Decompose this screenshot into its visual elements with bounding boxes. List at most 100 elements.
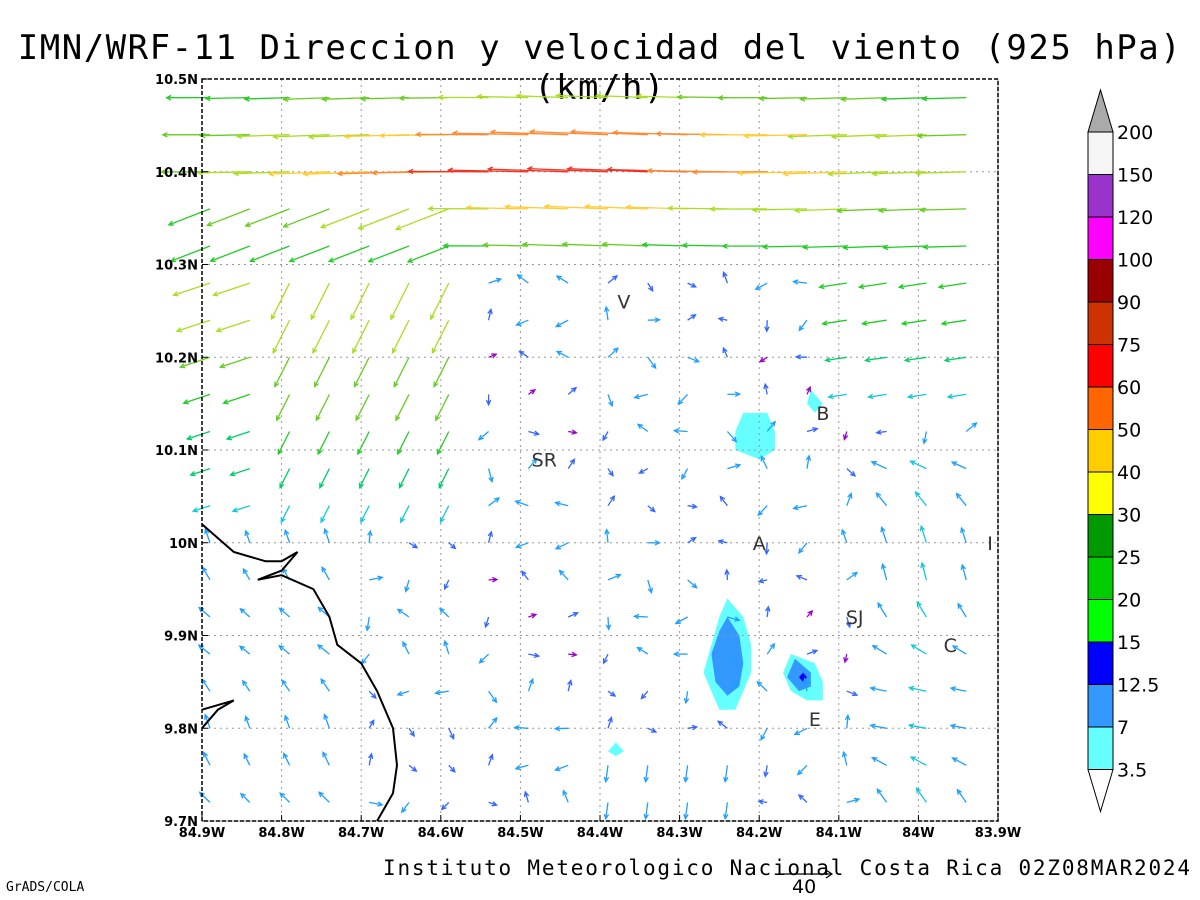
wind-vector [404,579,410,593]
wind-vector [487,468,494,484]
wind-vector [353,357,370,388]
wind-vector [793,207,847,214]
wind-vector [877,207,927,214]
wind-vector [766,420,777,432]
wind-vector [607,573,622,581]
colorbar-label: 60 [1117,377,1141,399]
wind-vector [687,724,699,731]
wind-vector [691,169,768,175]
wind-vector [643,802,649,821]
wind-vector [520,570,529,581]
wind-vector [633,393,648,400]
wind-vector [918,207,967,213]
wind-vector [448,542,457,550]
wind-vector [603,802,610,821]
wind-vector [764,320,770,333]
wind-vector [603,305,610,321]
wind-vector [875,429,887,435]
wind-vector [757,799,768,805]
wind-vector [761,244,808,250]
wind-vector [681,242,728,249]
wind-vector [433,357,450,388]
wind-vector [355,394,370,422]
wind-vector [880,562,888,581]
wind-vector [797,793,808,803]
lat-tick-label: 10.2N [155,351,198,366]
wind-vector [359,468,370,489]
wind-vector [604,528,610,543]
wind-vector [869,686,887,692]
wind-vector [916,600,927,618]
wind-vector [543,203,609,210]
place-labels: V SR B A I SJ C E [532,292,993,731]
wind-vector [756,680,768,692]
wind-vector [488,277,503,284]
wind-vector [204,527,211,544]
wind-vector [175,319,211,333]
wind-vector [647,282,654,293]
colorbar-segment [1087,131,1114,175]
wind-vector [683,691,690,705]
axis-labels: 84.9W 84.8W 84.7W 84.6W 84.5W 84.4W 84.3W 84.2W… [155,73,1021,841]
speed-contour-3.5 [735,412,776,460]
wind-vector [922,244,967,250]
wind-vector [562,789,569,803]
wind-vector [201,678,211,692]
wind-vector [568,429,578,435]
wind-vector [857,282,887,290]
wind-vector [360,653,370,665]
colorbar-label: 75 [1117,335,1141,357]
wind-vector [672,651,688,657]
wind-vector [601,241,648,248]
wind-vector [209,245,251,263]
colorbar-label: 30 [1117,505,1141,527]
lat-tick-label: 9.9N [164,630,198,645]
wind-vector [765,605,771,618]
wind-vector [717,316,728,323]
wind-vector [202,566,211,581]
reference-vector [778,869,834,879]
wind-vector [316,644,330,655]
wind-vector [367,529,373,543]
wind-vector [244,715,251,729]
colorbar-segment [1087,471,1114,515]
wind-vector [757,505,768,517]
wind-vector [727,682,740,692]
wind-vector [485,394,492,407]
colorbar-segment [1087,174,1114,218]
wind-vector [736,170,808,176]
wind-vector [198,606,211,618]
wind-vector [487,530,493,543]
wind-vector [956,788,967,803]
wind-vector [393,357,410,388]
wind-vector [794,354,808,360]
colorbar-segment [1087,429,1114,473]
place-label: SJ [846,607,864,629]
wind-vector [687,282,698,288]
wind-vector [841,244,887,251]
map-title: IMN/WRF-11 Direccion y velocidad del vie… [17,28,1183,108]
wind-vector [723,765,729,784]
wind-vector [390,282,410,321]
wind-vector [197,644,211,655]
wind-vector [909,756,927,766]
wind-vector [568,651,578,658]
wind-vector [523,790,530,803]
wind-vector [719,495,728,507]
wind-vector [821,319,847,326]
wind-vector [283,752,291,766]
wind-vector [169,245,211,263]
colorbar-label: 15 [1117,632,1141,654]
wind-vector [397,431,410,456]
wind-vector [687,313,697,321]
wind-vector [846,571,859,581]
wind-vector [672,428,688,434]
wind-vector [320,96,370,102]
wind-vector [951,645,967,655]
wind-vector [352,319,370,355]
colorbar-label: 200 [1117,122,1153,144]
colorbar-segment [1087,514,1114,558]
wind-vector [846,690,859,697]
wind-vector [641,242,688,248]
wind-vector [527,677,534,692]
